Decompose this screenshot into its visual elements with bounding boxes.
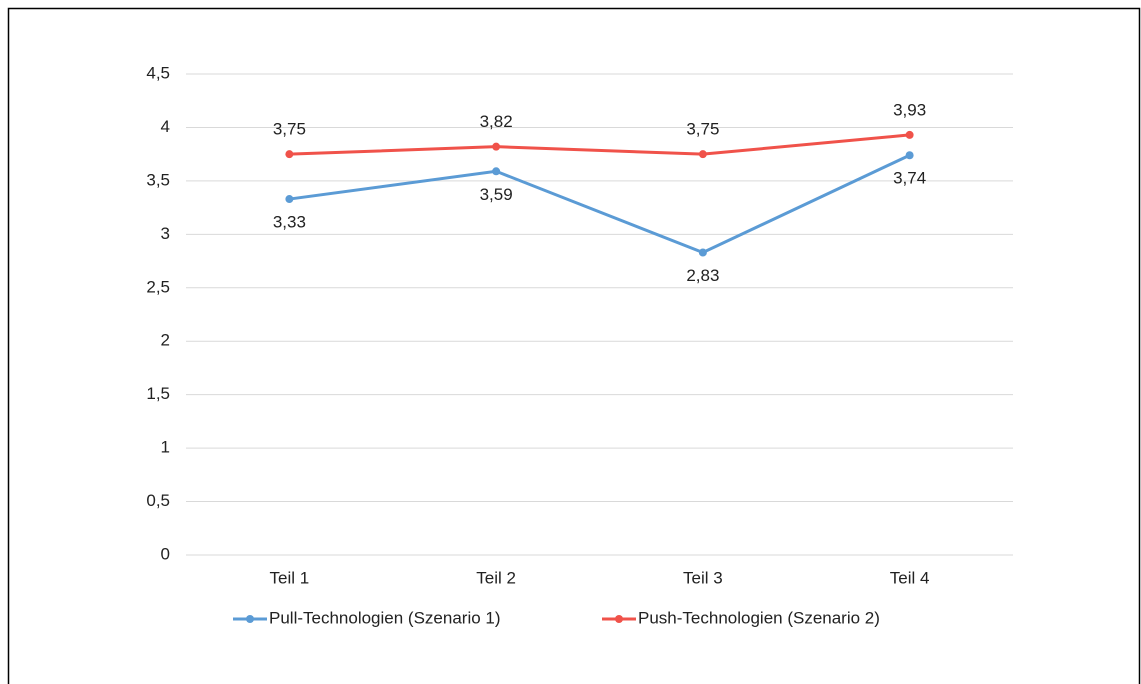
x-tick-label: Teil 3 [683,568,723,587]
data-label: 3,59 [480,185,513,204]
data-point [698,248,707,257]
data-point [285,195,294,204]
legend-marker [246,615,254,623]
y-tick-label: 2,5 [146,277,170,296]
y-tick-label: 4,5 [146,63,170,82]
y-tick-label: 4 [161,117,170,136]
data-point [905,151,914,160]
y-tick-label: 3 [161,224,170,243]
data-point [698,150,707,159]
series-line [289,133,910,156]
data-label: 3,74 [893,169,926,188]
data-label: 3,75 [686,120,719,139]
x-tick-label: Teil 1 [270,568,310,587]
data-point [905,130,914,139]
data-point [492,142,501,151]
legend-label: Pull-Technologien (Szenario 1) [269,608,501,627]
x-tick-label: Teil 4 [890,568,930,587]
data-label: 3,33 [273,213,306,232]
data-label: 3,75 [273,120,306,139]
y-tick-label: 0,5 [146,491,170,510]
data-label: 3,82 [480,112,513,131]
y-tick-label: 1 [161,438,170,457]
data-point [285,150,294,159]
data-label: 3,93 [893,100,926,119]
legend-marker [615,615,623,623]
y-tick-label: 1,5 [146,384,170,403]
series-line [289,153,911,255]
y-tick-label: 0 [161,544,170,563]
y-tick-label: 2 [161,331,170,350]
data-point [492,167,501,176]
y-tick-label: 3,5 [146,170,170,189]
x-tick-label: Teil 2 [476,568,516,587]
chart-border [7,7,1141,684]
data-label: 2,83 [686,266,719,285]
legend-label: Push-Technologien (Szenario 2) [638,608,880,627]
